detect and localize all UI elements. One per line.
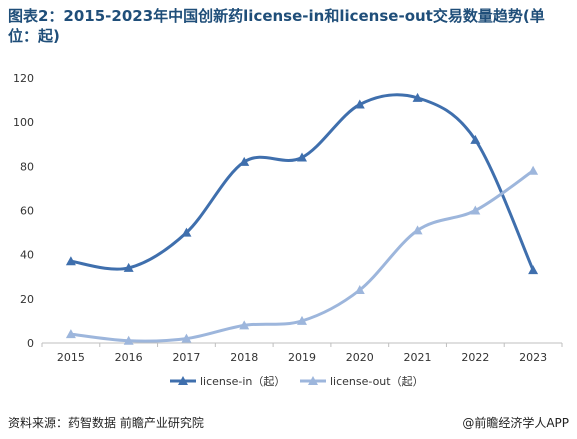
chart-title: 图表2：2015-2023年中国创新药license-in和license-ou… (8, 7, 545, 45)
brand-mark: @前瞻经济学人APP (462, 414, 569, 431)
x-tick-label: 2019 (288, 351, 316, 364)
legend-label: license-in（起） (200, 375, 285, 388)
legend-item-license-out: license-out（起） (300, 375, 424, 388)
y-tick-label: 80 (20, 160, 34, 173)
legend-item-license-in: license-in（起） (170, 375, 285, 388)
license-in-point (412, 92, 423, 102)
y-tick-label: 100 (13, 116, 34, 129)
x-tick-label: 2017 (172, 351, 200, 364)
license-out-point (297, 315, 307, 325)
license-in-point (181, 227, 192, 237)
license-out-point (528, 165, 539, 175)
license-in-point (297, 152, 307, 162)
legend-marker (178, 376, 188, 385)
y-tick-label: 20 (20, 293, 34, 306)
source-note: 资料来源：药智数据 前瞻产业研究院 (8, 415, 204, 430)
license-in-point (528, 265, 539, 275)
license-out-point (123, 335, 134, 345)
y-axis: 0 20 40 60 80 100 120 (13, 72, 34, 350)
license-in-point (239, 156, 250, 166)
license-in-point (123, 262, 134, 272)
y-tick-label: 60 (20, 205, 34, 218)
y-tick-label: 40 (20, 249, 34, 262)
x-tick-label: 2023 (519, 351, 547, 364)
license-out-point (470, 205, 481, 215)
x-tick-label: 2018 (230, 351, 258, 364)
x-axis: 2015 2016 2017 2018 2019 2020 2021 2022 2023 (41, 342, 563, 364)
footer: 资料来源：药智数据 前瞻产业研究院 @前瞻经济学人APP (8, 413, 569, 431)
x-tick-label: 2022 (461, 351, 489, 364)
x-tick-label: 2020 (346, 351, 374, 364)
license-out-point (239, 320, 250, 330)
legend: license-in（起） license-out（起） (170, 375, 424, 388)
license-out-point (354, 285, 365, 294)
series-license-out (65, 165, 539, 345)
legend-marker (308, 376, 318, 385)
x-tick-label: 2015 (57, 351, 85, 364)
x-tick-label: 2016 (115, 351, 143, 364)
license-in-point (470, 134, 481, 144)
license-out-point (412, 225, 423, 235)
license-in-point (65, 256, 76, 266)
license-out-line (69, 169, 535, 343)
legend-label: license-out（起） (330, 375, 424, 388)
y-tick-label: 0 (27, 337, 34, 350)
license-in-point (354, 99, 365, 109)
x-tick-label: 2021 (404, 351, 432, 364)
series-layer (65, 92, 539, 345)
license-out-point (181, 333, 192, 343)
license-out-point (65, 329, 76, 339)
series-license-in (65, 92, 539, 275)
brand-label: @前瞻经济学人APP (462, 415, 569, 430)
y-tick-label: 120 (13, 72, 34, 85)
license-in-line (69, 93, 535, 272)
